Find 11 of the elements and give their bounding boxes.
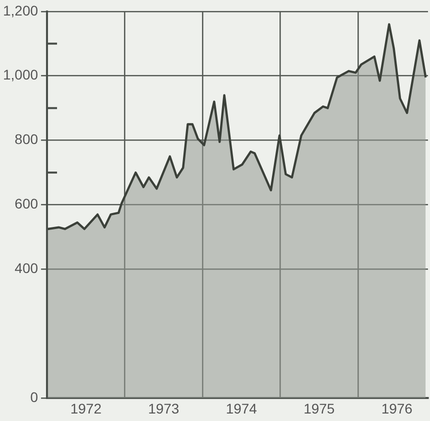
x-tick-label: 1975 (304, 400, 335, 416)
y-tick-label: 800 (14, 131, 38, 148)
text: 1,000 (2, 66, 38, 83)
x-tick-label: 1974 (226, 400, 258, 416)
y-tick-label: 0 (30, 389, 38, 406)
x-tick-label: 1973 (148, 400, 180, 416)
x-tick-label: 1976 (381, 400, 413, 416)
x-tick-label: 1972 (70, 400, 102, 416)
y-tick-label: 400 (14, 260, 38, 276)
y-tick-label: 600 (14, 196, 38, 212)
text: 1,200 (2, 2, 38, 18)
